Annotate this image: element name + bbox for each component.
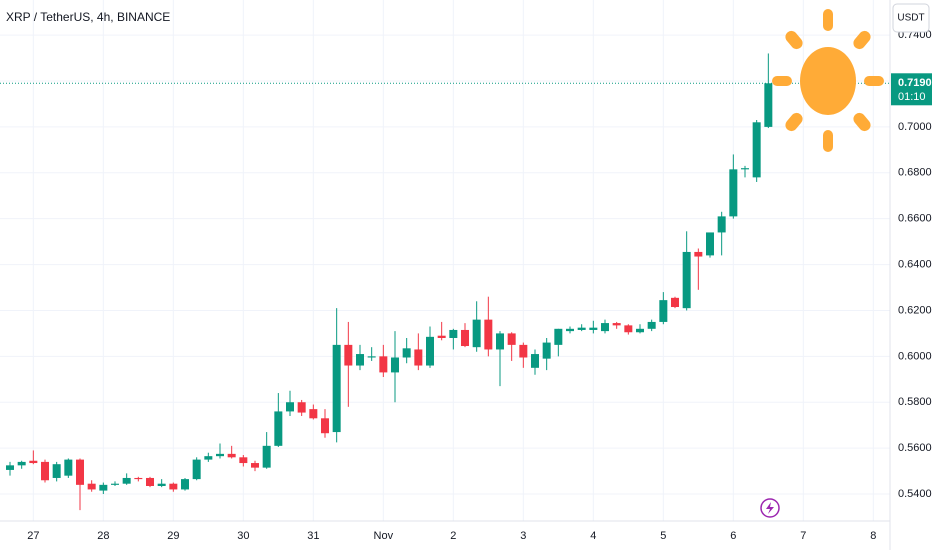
candle-body	[262, 445, 271, 468]
x-tick-label: 28	[97, 530, 109, 542]
y-tick-label: 0.6000	[898, 350, 932, 362]
candle-body	[169, 483, 178, 490]
candle-body	[391, 357, 399, 373]
candle-body	[706, 232, 714, 256]
candle-body	[76, 459, 84, 485]
currency-button[interactable]	[892, 3, 930, 33]
candle-body	[367, 356, 376, 358]
last-price-label: 0.7190	[898, 77, 932, 89]
candle-body	[344, 344, 353, 366]
candle-body	[379, 356, 388, 373]
candle-body	[157, 483, 166, 486]
y-tick-label: 0.5800	[898, 396, 932, 408]
y-tick-label: 0.6800	[898, 167, 932, 179]
candle-body	[321, 418, 329, 434]
x-tick-label: 6	[730, 530, 736, 542]
candle-body	[332, 344, 341, 433]
candle-body	[297, 402, 306, 413]
candle-body	[286, 402, 294, 412]
x-tick-label: 4	[590, 530, 596, 542]
candle-body	[601, 323, 609, 332]
candle-body	[694, 251, 703, 257]
candle-body	[764, 83, 773, 127]
candle-body	[717, 216, 726, 233]
candle-body	[111, 483, 119, 485]
candle-body	[729, 169, 738, 217]
lightning-icon[interactable]	[760, 498, 780, 518]
x-tick-label: 29	[167, 530, 179, 542]
candle-body	[542, 342, 551, 359]
x-tick-label: 31	[307, 530, 319, 542]
x-tick-label: 27	[27, 530, 39, 542]
candle-body	[472, 319, 481, 348]
candle-body	[274, 411, 283, 446]
candle-body	[624, 325, 633, 333]
y-tick-label: 0.6200	[898, 304, 932, 316]
y-tick-label: 0.5400	[898, 488, 932, 500]
candle-body	[752, 122, 761, 178]
symbol-title: XRP / TetherUS, 4h, BINANCE	[6, 10, 170, 24]
candle-body	[356, 354, 364, 366]
candle-body	[682, 251, 691, 309]
candle-body	[519, 344, 528, 358]
candle-body	[577, 327, 586, 330]
x-tick-label: 7	[800, 530, 806, 542]
x-tick-label: Nov	[374, 530, 394, 542]
candle-body	[659, 300, 668, 322]
candle-body	[612, 323, 621, 326]
candle-body	[122, 477, 131, 484]
candle-body	[449, 329, 458, 338]
candle-body	[29, 460, 38, 464]
candle-body	[146, 477, 154, 486]
candle-body	[99, 484, 108, 491]
y-tick-label: 0.6400	[898, 258, 932, 270]
sun-icon	[772, 9, 884, 152]
y-tick-label: 0.6600	[898, 213, 932, 225]
candle-body	[531, 354, 539, 368]
candle-body	[566, 328, 574, 332]
currency-label[interactable]: USDT	[897, 13, 924, 24]
candle-body	[52, 464, 61, 478]
candle-body	[647, 321, 656, 329]
candle-body	[636, 328, 644, 333]
candle-body	[216, 453, 224, 457]
countdown-label: 01:10	[898, 91, 926, 103]
candle-body	[671, 297, 679, 308]
candle-body	[204, 456, 213, 460]
candle-body	[6, 465, 14, 470]
candle-body	[181, 479, 189, 490]
last-price-box	[891, 73, 932, 106]
candle-body	[227, 453, 236, 458]
x-tick-label: 5	[660, 530, 666, 542]
candle-body	[87, 483, 96, 490]
candle-body	[41, 461, 49, 481]
candle-body	[192, 459, 201, 480]
candle-body	[134, 477, 143, 480]
candle-body	[426, 336, 434, 366]
candle-body	[554, 328, 563, 345]
candle-body	[64, 459, 73, 476]
y-tick-label: 0.7000	[898, 121, 932, 133]
candle-body	[309, 409, 318, 419]
candle-body	[461, 329, 469, 347]
candle-body	[484, 319, 493, 350]
candle-body	[17, 461, 26, 466]
candle-body	[437, 335, 446, 338]
x-tick-label: 8	[870, 530, 876, 542]
y-tick-label: 0.5600	[898, 442, 932, 454]
candle-body	[741, 168, 749, 170]
candle-body	[402, 348, 411, 358]
x-tick-label: 2	[450, 530, 456, 542]
candle-body	[507, 333, 516, 345]
candle-body	[496, 333, 504, 350]
x-tick-label: 30	[237, 530, 249, 542]
candle-body	[251, 463, 259, 468]
candle-body	[589, 327, 598, 330]
x-tick-label: 3	[520, 530, 526, 542]
candle-body	[414, 349, 423, 366]
candle-body	[239, 457, 248, 464]
